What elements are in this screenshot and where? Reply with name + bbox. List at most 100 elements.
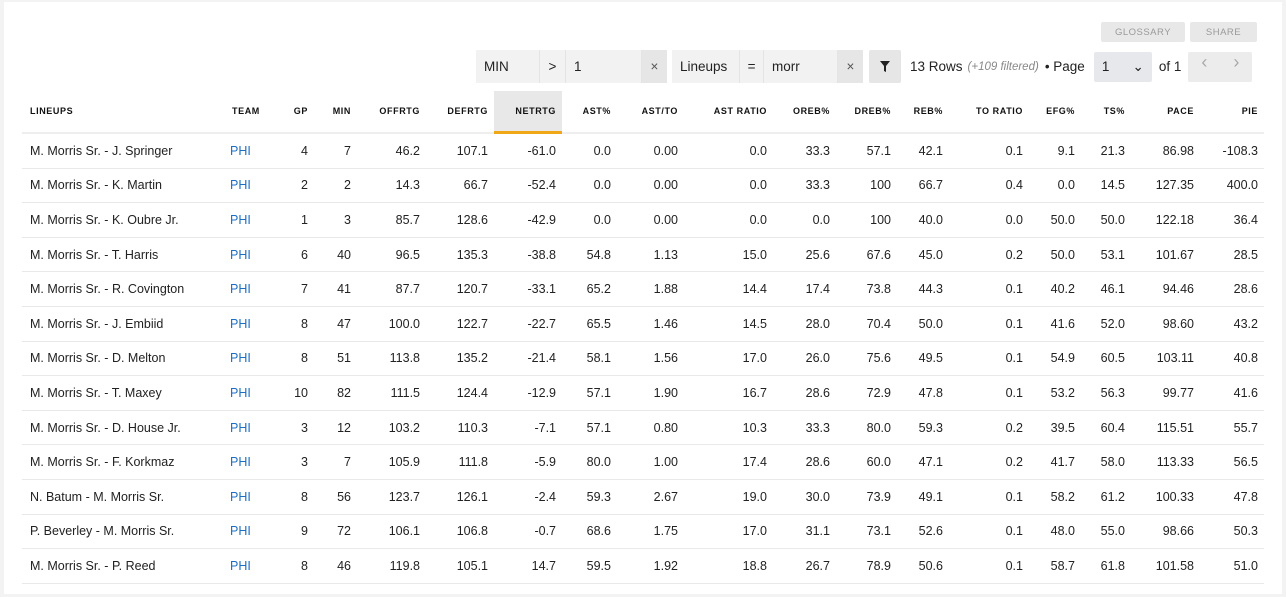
cell-offrtg: 46.2 [357,132,426,169]
filter-bar: MIN > 1 × Lineups = morr × 13 Rows (+109… [476,50,1253,83]
cell-offrtg: 119.8 [357,548,426,584]
team-link[interactable]: PHI [224,514,274,550]
cell-ast-ratio: 10.3 [684,410,773,446]
column-header-defrtg[interactable]: DEFRTG [426,91,494,134]
cell-min: 40 [314,237,357,273]
cell-ts-: 61.2 [1081,479,1131,515]
cell-to-ratio: 0.2 [949,444,1029,480]
funnel-icon[interactable] [869,50,901,83]
cell-ast-to: 0.00 [617,168,684,204]
team-link[interactable]: PHI [224,479,274,515]
lineup-name: M. Morris Sr. - T. Maxey [22,375,224,411]
glossary-button[interactable]: GLOSSARY [1101,22,1185,42]
cell-oreb-: 28.6 [773,444,836,480]
cell-oreb-: 33.3 [773,132,836,169]
cell-pie: 28.5 [1200,237,1264,273]
column-header-ast-ratio[interactable]: AST RATIO [684,91,773,134]
cell-ast-ratio: 19.0 [684,479,773,515]
table-row: M. Morris Sr. - D. Melton PHI 8 51 113.8 135.… [22,341,1264,377]
filter-2-clear-icon[interactable]: × [838,50,863,83]
filter-2-value[interactable]: morr [764,50,838,83]
filter-2-field[interactable]: Lineups [672,50,740,83]
column-header-team[interactable]: TEAM [224,91,274,134]
cell-reb-: 50.6 [897,548,949,584]
cell-ast-ratio: 17.0 [684,341,773,377]
team-link[interactable]: PHI [224,375,274,411]
cell-efg-: 48.0 [1029,514,1081,550]
cell-defrtg: 126.1 [426,479,494,515]
cell-dreb-: 75.6 [836,341,897,377]
cell-min: 2 [314,168,357,204]
column-header-pie[interactable]: PIE [1200,91,1264,134]
cell-dreb-: 70.4 [836,306,897,342]
column-header-ast-to[interactable]: AST/TO [617,91,684,134]
cell-to-ratio: 0.2 [949,237,1029,273]
cell-dreb-: 78.9 [836,548,897,584]
cell-netrtg: -21.4 [494,341,562,377]
cell-ast-: 0.0 [562,202,617,238]
cell-ast-to: 1.90 [617,375,684,411]
column-header-netrtg[interactable]: NETRTG [494,91,562,134]
team-link[interactable]: PHI [224,168,274,204]
column-header-min[interactable]: MIN [314,91,357,134]
filter-2-operator[interactable]: = [740,50,764,83]
filter-1-value[interactable]: 1 [566,50,642,83]
cell-min: 7 [314,444,357,480]
column-header-oreb-[interactable]: OREB% [773,91,836,134]
column-header-reb-[interactable]: REB% [897,91,949,134]
column-header-offrtg[interactable]: OFFRTG [357,91,426,134]
team-link[interactable]: PHI [224,410,274,446]
cell-min: 82 [314,375,357,411]
column-header-lineups[interactable]: LINEUPS [22,91,224,134]
cell-pie: 40.8 [1200,341,1264,377]
cell-offrtg: 113.8 [357,341,426,377]
team-link[interactable]: PHI [224,444,274,480]
cell-efg-: 9.1 [1029,132,1081,169]
prev-page-icon[interactable]: ‹ [1201,51,1208,72]
filter-1-field[interactable]: MIN [476,50,540,83]
cell-to-ratio: 0.1 [949,375,1029,411]
cell-ts-: 52.0 [1081,306,1131,342]
filter-1-clear-icon[interactable]: × [642,50,667,83]
share-button[interactable]: SHARE [1190,22,1257,42]
team-link[interactable]: PHI [224,306,274,342]
table-row: M. Morris Sr. - K. Oubre Jr. PHI 1 3 85.7 128… [22,202,1264,238]
cell-netrtg: -42.9 [494,202,562,238]
team-link[interactable]: PHI [224,341,274,377]
cell-offrtg: 87.7 [357,271,426,307]
cell-ast-to: 1.00 [617,444,684,480]
column-header-dreb-[interactable]: DREB% [836,91,897,134]
column-header-ast-[interactable]: AST% [562,91,617,134]
cell-gp: 7 [274,271,314,307]
team-link[interactable]: PHI [224,202,274,238]
cell-defrtg: 124.4 [426,375,494,411]
table-row: P. Beverley - M. Morris Sr. PHI 9 72 106.1 10… [22,514,1264,550]
cell-oreb-: 17.4 [773,271,836,307]
team-link[interactable]: PHI [224,548,274,584]
cell-reb-: 42.1 [897,132,949,169]
team-link[interactable]: PHI [224,132,274,169]
cell-ts-: 60.4 [1081,410,1131,446]
cell-ast-to: 1.92 [617,548,684,584]
cell-ast-to: 1.13 [617,237,684,273]
column-header-pace[interactable]: PACE [1131,91,1200,134]
cell-netrtg: -52.4 [494,168,562,204]
filter-1-operator[interactable]: > [540,50,566,83]
cell-defrtg: 66.7 [426,168,494,204]
page-select[interactable]: 1 ⌄ [1093,51,1152,82]
cell-ast-: 0.0 [562,168,617,204]
next-page-icon[interactable]: › [1233,51,1240,72]
cell-netrtg: -61.0 [494,132,562,169]
team-link[interactable]: PHI [224,271,274,307]
cell-reb-: 40.0 [897,202,949,238]
team-link[interactable]: PHI [224,237,274,273]
cell-netrtg: -5.9 [494,444,562,480]
column-header-ts-[interactable]: TS% [1081,91,1131,134]
cell-gp: 10 [274,375,314,411]
cell-min: 72 [314,514,357,550]
column-header-efg-[interactable]: EFG% [1029,91,1081,134]
cell-ast-ratio: 0.0 [684,132,773,169]
table-header: LINEUPS TEAM GP MIN OFFRTG DEFRTG NETRTG AST% AS… [22,91,1264,134]
column-header-gp[interactable]: GP [274,91,314,134]
column-header-to-ratio[interactable]: TO RATIO [949,91,1029,134]
